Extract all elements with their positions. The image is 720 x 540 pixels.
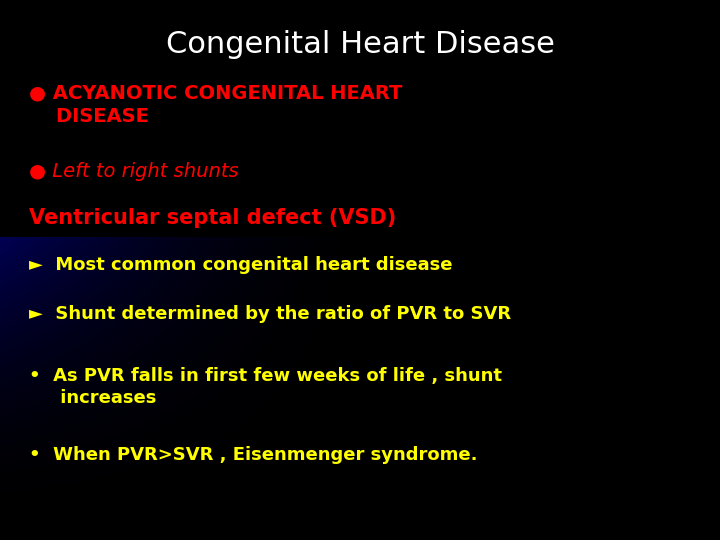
Text: Ventricular septal defect (VSD): Ventricular septal defect (VSD) [29,208,396,228]
Text: •  As PVR falls in first few weeks of life , shunt
     increases: • As PVR falls in first few weeks of lif… [29,367,502,407]
Text: ►  Shunt determined by the ratio of PVR to SVR: ► Shunt determined by the ratio of PVR t… [29,305,511,323]
Text: ● Left to right shunts: ● Left to right shunts [29,162,238,181]
Text: ● ACYANOTIC CONGENITAL HEART
    DISEASE: ● ACYANOTIC CONGENITAL HEART DISEASE [29,84,402,126]
Text: ►  Most common congenital heart disease: ► Most common congenital heart disease [29,256,452,274]
Text: •  When PVR>SVR , Eisenmenger syndrome.: • When PVR>SVR , Eisenmenger syndrome. [29,446,477,463]
Text: Congenital Heart Disease: Congenital Heart Disease [166,30,554,59]
